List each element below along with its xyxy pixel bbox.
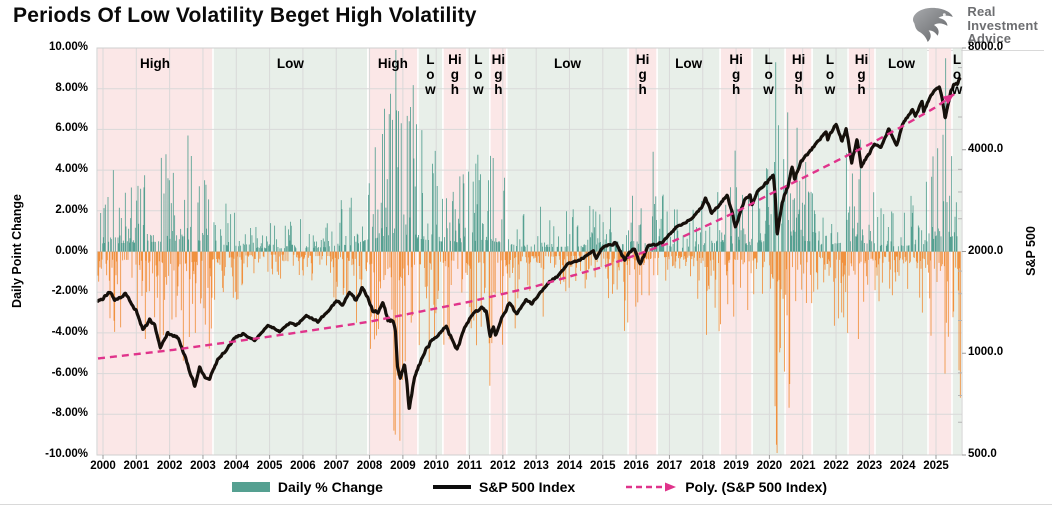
x-year-tick-label: 2006 — [290, 460, 316, 472]
x-year-tick-label: 2022 — [823, 460, 849, 472]
x-year-tick-label: 2013 — [523, 460, 549, 472]
volatility-band-label: Low — [473, 52, 484, 97]
x-year-tick-label: 2015 — [590, 460, 616, 472]
y-right-tick-label: 4000.0 — [968, 142, 1004, 155]
y-right-tick-label: 8000.0 — [968, 41, 1004, 53]
y-left-tick-label: 10.00% — [48, 41, 88, 53]
legend-bar-swatch-icon — [231, 482, 270, 492]
x-year-tick-label: 2023 — [856, 460, 883, 472]
x-year-tick-label: 2020 — [756, 460, 783, 472]
x-year-tick-label: 2012 — [490, 460, 516, 472]
x-year-tick-label: 2007 — [323, 460, 350, 472]
brand-line-2: Investment — [967, 17, 1038, 33]
legend-line-swatch-icon — [432, 485, 471, 489]
y-left-tick-label: 8.00% — [55, 81, 88, 94]
chart-legend: Daily % Change S&P 500 Index Poly. (S&P … — [97, 479, 962, 495]
volatility-band-label: Low — [675, 56, 703, 71]
chart-title: Periods Of Low Volatility Beget High Vol… — [13, 4, 477, 27]
volatility-band-label: High — [491, 52, 506, 97]
legend-item-sp500: S&P 500 Index — [432, 479, 576, 495]
x-year-tick-label: 2024 — [889, 460, 916, 472]
x-year-tick-label: 2000 — [90, 460, 116, 472]
volatility-band-label: High — [448, 52, 462, 97]
x-year-tick-label: 2011 — [457, 460, 482, 472]
y-left-tick-label: 6.00% — [55, 122, 88, 135]
volatility-band-label: High — [729, 52, 743, 97]
x-year-tick-label: 2009 — [390, 460, 416, 472]
y-left-tick-label: -8.00% — [51, 407, 88, 420]
x-year-tick-label: 2001 — [123, 460, 150, 472]
volatility-band-label: Low — [824, 52, 836, 97]
legend-label-poly: Poly. (S&P 500 Index) — [685, 479, 828, 495]
volatility-band-label: High — [854, 52, 869, 97]
left-axis-title: Daily Point Change — [10, 194, 24, 308]
y-right-tick-label: 2000.0 — [968, 244, 1004, 257]
x-year-tick-label: 2025 — [923, 460, 949, 472]
y-left-tick-label: 2.00% — [55, 203, 88, 216]
x-year-tick-label: 2002 — [156, 460, 183, 472]
brand-logo-text: Real Investment Advice — [967, 5, 1038, 46]
x-year-tick-label: 2010 — [423, 460, 449, 472]
volatility-band-label: Low — [888, 56, 916, 71]
x-year-tick-label: 2021 — [789, 460, 816, 472]
volatility-band-label: High — [139, 56, 170, 71]
volatility-band-label: Low — [425, 52, 436, 97]
x-year-tick-label: 2014 — [556, 460, 583, 472]
legend-item-poly: Poly. (S&P 500 Index) — [625, 479, 827, 495]
bottom-divider — [0, 504, 1052, 505]
y-left-tick-label: -10.00% — [45, 448, 88, 460]
x-year-tick-label: 2017 — [656, 460, 683, 472]
legend-label-sp500: S&P 500 Index — [478, 479, 576, 495]
brand-line-3: Advice — [967, 31, 1012, 46]
brand-logo: Real Investment Advice — [906, 3, 1044, 51]
y-right-tick-label: 500.0 — [968, 448, 997, 460]
y-left-tick-label: 4.00% — [55, 163, 88, 176]
x-year-tick-label: 2003 — [190, 460, 216, 472]
volatility-band-label: Low — [951, 52, 963, 97]
y-left-tick-label: 0.00% — [55, 244, 88, 257]
y-left-tick-label: -6.00% — [51, 366, 88, 379]
x-year-tick-label: 2004 — [223, 460, 250, 472]
legend-dashed-arrow-icon — [626, 482, 677, 492]
y-left-tick-label: -2.00% — [51, 285, 88, 298]
x-year-tick-label: 2008 — [356, 460, 383, 472]
volatility-band-label: Low — [763, 52, 774, 97]
legend-label-daily-change: Daily % Change — [277, 479, 383, 495]
legend-item-daily-change: Daily % Change — [231, 479, 383, 495]
x-year-tick-label: 2019 — [723, 460, 749, 472]
volatility-band-label: High — [791, 52, 806, 97]
volatility-band-label: High — [377, 56, 408, 71]
x-year-tick-label: 2016 — [623, 460, 649, 472]
eagle-icon — [913, 8, 954, 43]
volatility-band-label: Low — [553, 56, 581, 71]
right-axis-title: S&P 500 — [1024, 226, 1038, 276]
volatility-band-label: Low — [276, 56, 304, 71]
brand-line-1: Real — [967, 4, 996, 19]
x-year-tick-label: 2018 — [689, 460, 716, 472]
y-right-tick-label: 1000.0 — [968, 346, 1004, 359]
volatility-band-label: High — [635, 52, 650, 97]
x-year-tick-label: 2005 — [256, 460, 283, 472]
y-left-tick-label: -4.00% — [51, 325, 88, 338]
